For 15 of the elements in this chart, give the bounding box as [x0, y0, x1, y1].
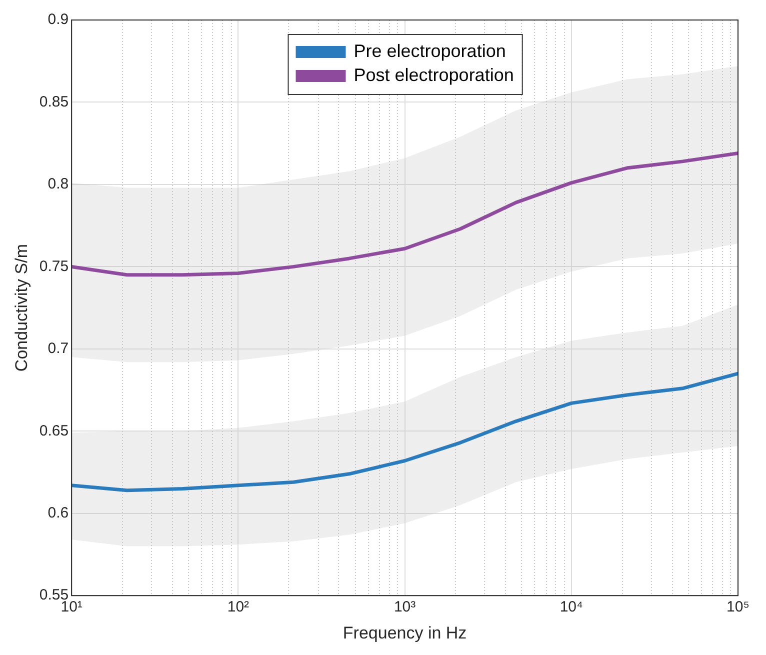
x-tick-label: 10³	[394, 598, 416, 616]
legend-label: Post electroporation	[354, 64, 514, 85]
x-axis-title: Frequency in Hz	[342, 623, 467, 642]
y-tick-label: 0.75	[39, 258, 69, 275]
y-axis-title: Conductivity S/m	[12, 244, 31, 372]
x-tick-label: 10⁴	[560, 598, 583, 616]
y-tick-label: 0.65	[39, 422, 69, 440]
legend-label: Pre electroporation	[354, 40, 506, 61]
y-tick-label: 0.9	[48, 11, 69, 28]
x-tick-label: 10⁵	[726, 598, 750, 616]
y-tick-label: 0.6	[48, 504, 69, 522]
y-tick-label: 0.85	[39, 93, 69, 110]
x-tick-label: 10²	[227, 598, 250, 616]
y-tick-label: 0.8	[48, 176, 69, 193]
y-tick-label: 0.7	[48, 340, 69, 358]
